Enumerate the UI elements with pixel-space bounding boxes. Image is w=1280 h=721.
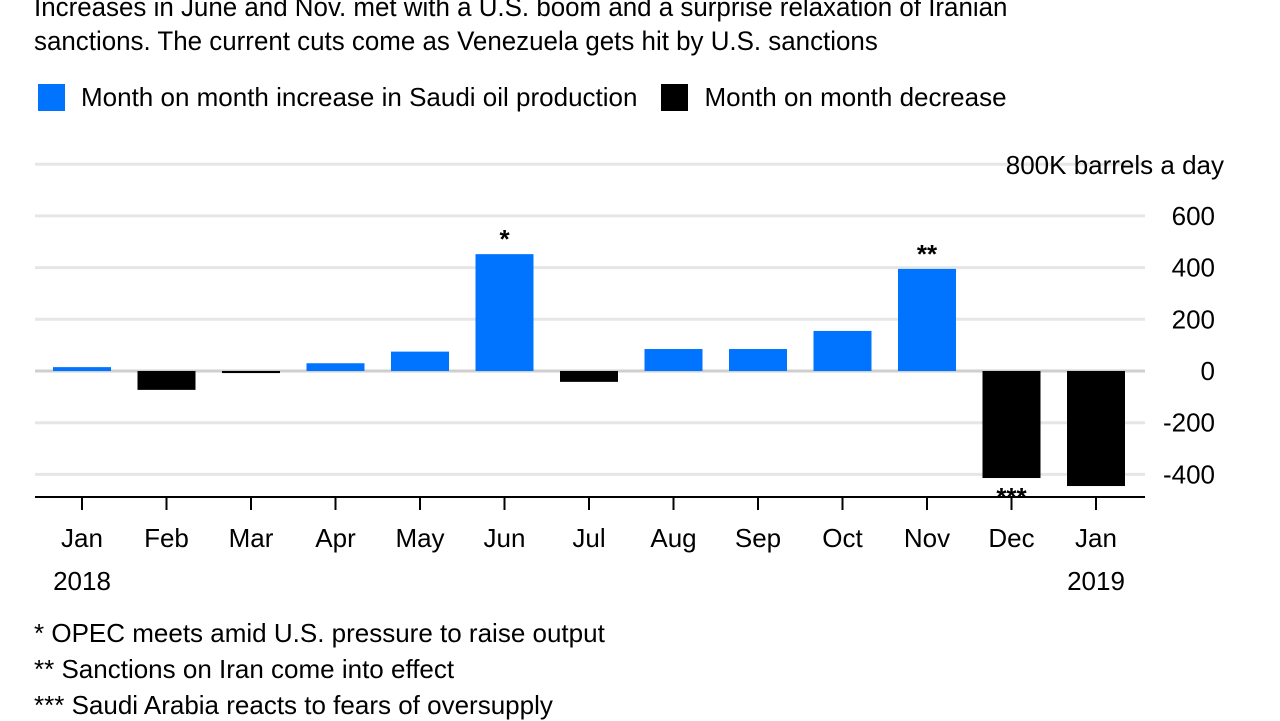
bar-8 [644,349,703,371]
x-tick-label: Dec [988,523,1034,553]
bar-11 [898,268,956,371]
x-tick-label: Jan [1075,523,1117,553]
y-tick-label: -400 [1163,459,1215,489]
x-tick-label: Mar [229,523,274,553]
legend-label-decrease: Month on month decrease [704,82,1007,112]
bar-9 [729,349,787,371]
bar-13 [1067,371,1125,487]
y-axis-label: 800K barrels a day [1006,150,1224,180]
bar-12 [982,371,1041,479]
legend-label-increase: Month on month increase in Saudi oil pro… [81,82,638,112]
x-tick-label: Jun [484,523,526,553]
annotation-marker: *** [996,482,1027,512]
legend-swatch-increase [38,84,65,111]
x-tick-label: Nov [904,523,950,553]
x-tick-label: May [395,523,444,553]
x-tick-label: Aug [650,523,696,553]
year-label: 2018 [53,566,111,596]
y-tick-label: 600 [1172,201,1215,231]
y-tick-label: 400 [1172,253,1215,283]
y-tick-label: 200 [1172,304,1215,334]
footnote-1: * OPEC meets amid U.S. pressure to raise… [34,618,605,648]
x-tick-label: Feb [144,523,189,553]
y-tick-label: -200 [1163,408,1215,438]
x-tick-label: Jan [61,523,103,553]
year-label: 2019 [1067,566,1125,596]
x-tick-label: Oct [822,523,863,553]
x-tick-label: Apr [315,523,356,553]
legend-swatch-decrease [661,84,689,111]
x-tick-label: Jul [572,523,605,553]
x-tick-label: Sep [735,523,781,553]
annotation-marker: * [499,224,510,254]
subtitle-line-2: sanctions. The current cuts come as Vene… [34,26,878,56]
bar-10 [813,330,872,371]
bar-1 [53,367,111,371]
footnote-3: *** Saudi Arabia reacts to fears of over… [34,690,553,720]
bar-2 [137,371,196,390]
bar-7 [560,371,618,382]
bar-4 [306,363,365,371]
legend: Month on month increase in Saudi oil pro… [38,82,1031,113]
footnote-2: ** Sanctions on Iran come into effect [34,654,455,684]
bar-5 [391,351,449,371]
y-tick-label: 0 [1201,356,1215,386]
subtitle-line-1: Increases in June and Nov. met with a U.… [34,0,1008,22]
annotation-marker: ** [917,239,938,269]
bar-3 [222,371,280,374]
bar-6 [475,254,534,371]
